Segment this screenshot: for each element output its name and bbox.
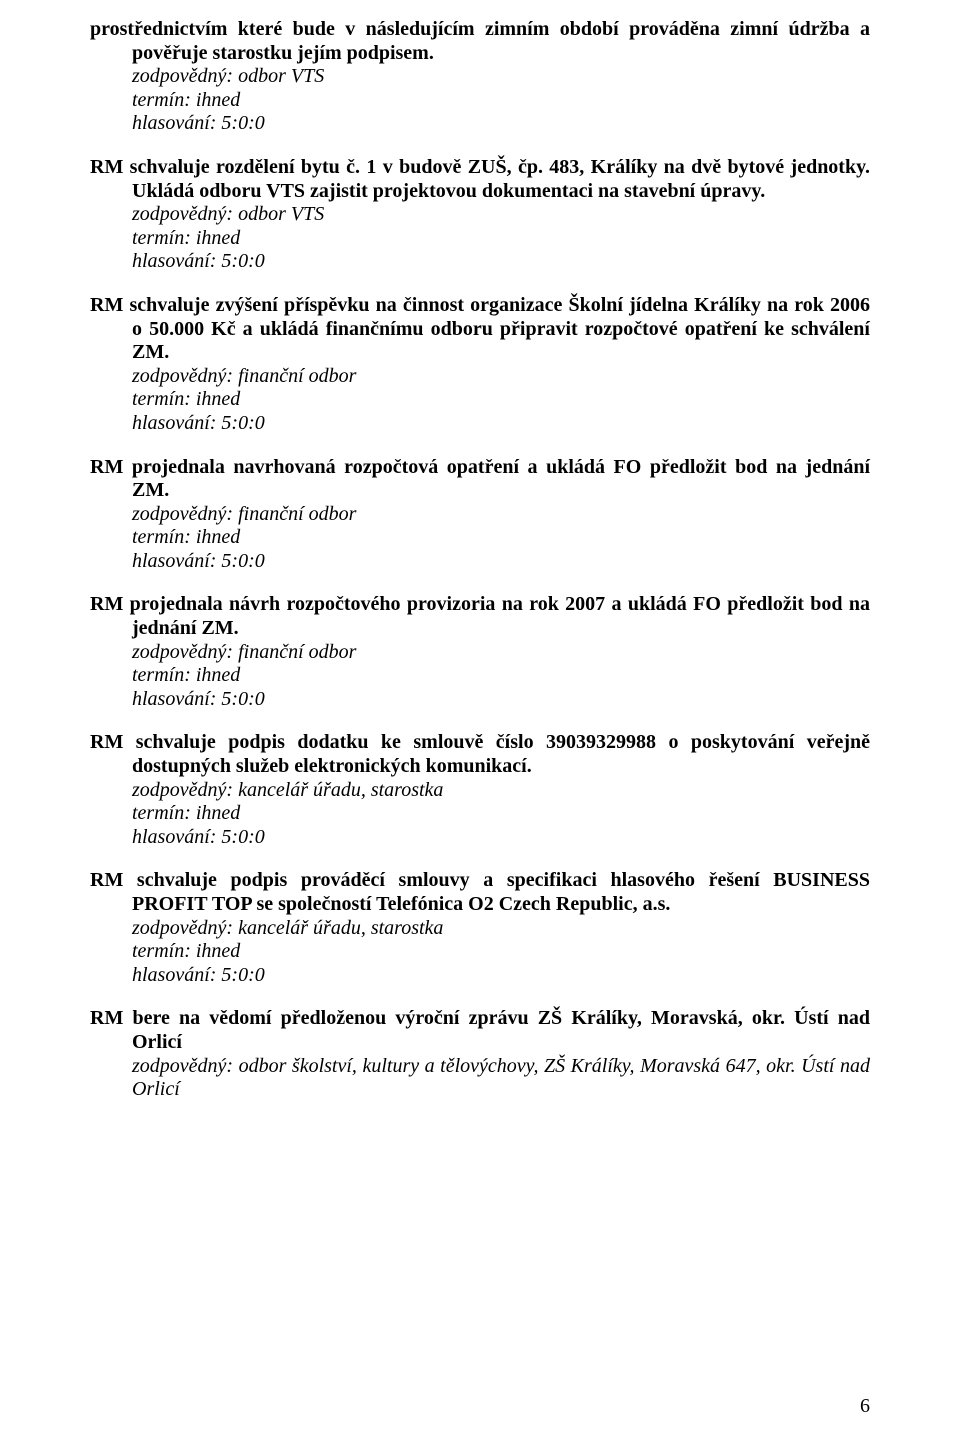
resolution-item: RM schvaluje zvýšení příspěvku na činnos… bbox=[90, 294, 870, 436]
resolution-resp: zodpovědný: odbor VTS bbox=[90, 203, 870, 227]
resolution-vote: hlasování: 5:0:0 bbox=[90, 550, 870, 574]
resolution-resp: zodpovědný: finanční odbor bbox=[90, 503, 870, 527]
resolution-item: RM schvaluje podpis prováděcí smlouvy a … bbox=[90, 869, 870, 987]
resolution-resp: zodpovědný: odbor VTS bbox=[90, 65, 870, 89]
resolution-vote: hlasování: 5:0:0 bbox=[90, 688, 870, 712]
resolution-lead: RM schvaluje podpis prováděcí smlouvy a … bbox=[90, 869, 870, 916]
resolution-resp: zodpovědný: kancelář úřadu, starostka bbox=[90, 779, 870, 803]
resolution-resp: zodpovědný: finanční odbor bbox=[90, 365, 870, 389]
resolution-vote: hlasování: 5:0:0 bbox=[90, 250, 870, 274]
resolution-item: RM projednala návrh rozpočtového provizo… bbox=[90, 593, 870, 711]
resolution-lead: RM schvaluje rozdělení bytu č. 1 v budov… bbox=[90, 156, 870, 203]
resolution-vote: hlasování: 5:0:0 bbox=[90, 412, 870, 436]
resolution-vote: hlasování: 5:0:0 bbox=[90, 112, 870, 136]
resolution-term: termín: ihned bbox=[90, 388, 870, 412]
resolution-item: prostřednictvím které bude v následující… bbox=[90, 18, 870, 136]
resolution-item: RM schvaluje podpis dodatku ke smlouvě č… bbox=[90, 731, 870, 849]
resolution-resp: zodpovědný: odbor školství, kultury a tě… bbox=[90, 1055, 870, 1102]
resolution-term: termín: ihned bbox=[90, 802, 870, 826]
resolution-vote: hlasování: 5:0:0 bbox=[90, 826, 870, 850]
resolution-term: termín: ihned bbox=[90, 227, 870, 251]
resolution-lead: RM bere na vědomí předloženou výroční zp… bbox=[90, 1007, 870, 1054]
resolution-item: RM schvaluje rozdělení bytu č. 1 v budov… bbox=[90, 156, 870, 274]
resolution-resp: zodpovědný: finanční odbor bbox=[90, 641, 870, 665]
resolution-item: RM projednala navrhovaná rozpočtová opat… bbox=[90, 456, 870, 574]
page-number: 6 bbox=[860, 1395, 870, 1418]
resolution-lead: prostřednictvím které bude v následující… bbox=[90, 18, 870, 65]
resolution-term: termín: ihned bbox=[90, 526, 870, 550]
resolution-item: RM bere na vědomí předloženou výroční zp… bbox=[90, 1007, 870, 1101]
document-page: prostřednictvím které bude v následující… bbox=[0, 0, 960, 1436]
resolution-lead: RM schvaluje zvýšení příspěvku na činnos… bbox=[90, 294, 870, 365]
resolution-lead: RM schvaluje podpis dodatku ke smlouvě č… bbox=[90, 731, 870, 778]
resolution-term: termín: ihned bbox=[90, 940, 870, 964]
resolution-term: termín: ihned bbox=[90, 664, 870, 688]
resolution-term: termín: ihned bbox=[90, 89, 870, 113]
resolution-resp: zodpovědný: kancelář úřadu, starostka bbox=[90, 917, 870, 941]
resolution-vote: hlasování: 5:0:0 bbox=[90, 964, 870, 988]
resolution-lead: RM projednala navrhovaná rozpočtová opat… bbox=[90, 456, 870, 503]
resolution-lead: RM projednala návrh rozpočtového provizo… bbox=[90, 593, 870, 640]
